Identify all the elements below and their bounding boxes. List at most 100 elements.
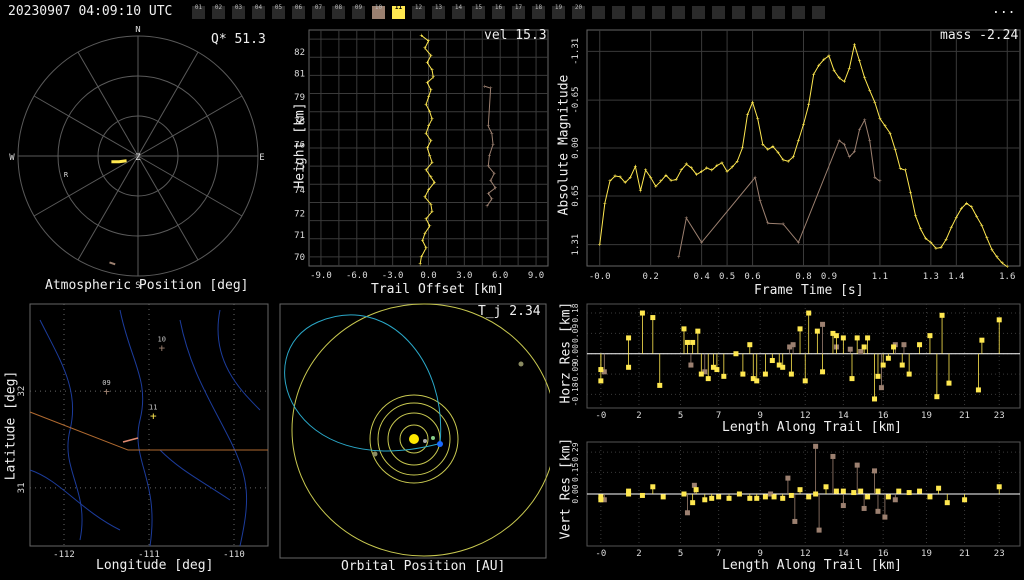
station-slot[interactable]: [732, 6, 745, 19]
station-10[interactable]: 10: [372, 4, 385, 19]
station-05[interactable]: 05: [272, 4, 285, 19]
y-tick-label: 81: [294, 70, 305, 80]
station-04[interactable]: 04: [252, 4, 265, 19]
lightcurve-point: +: [842, 79, 846, 86]
station-slot[interactable]: [592, 6, 605, 19]
trail-point: +: [431, 74, 435, 81]
station-slot[interactable]: [712, 6, 725, 19]
trail-point: +: [494, 185, 498, 192]
residual-point: [740, 371, 746, 377]
lightcurve-point: +: [725, 169, 729, 176]
station-15[interactable]: 15: [472, 4, 485, 19]
station-slot[interactable]: [752, 6, 765, 19]
residual-point: [788, 371, 794, 377]
residual-point: [693, 487, 699, 493]
residual-point: [816, 527, 822, 533]
lightcurve-point: +: [970, 204, 974, 211]
station-slot[interactable]: [692, 6, 705, 19]
lightcurve-point: +: [909, 189, 913, 196]
river-line: [217, 309, 261, 411]
residual-point: [833, 333, 839, 339]
trail-point: +: [420, 32, 424, 39]
y-tick-label: 0.00: [571, 137, 581, 159]
lightcurve-point: +: [873, 99, 877, 106]
trail-point: +: [486, 190, 490, 197]
residual-point: [882, 514, 888, 520]
station-06[interactable]: 06: [292, 4, 305, 19]
residual-point: [626, 491, 632, 497]
lightcurve-ylabel: Absolute Magnitude: [556, 74, 572, 216]
residual-point: [975, 387, 981, 393]
lightcurve-point: +: [995, 254, 999, 261]
y-tick-label: 72: [294, 209, 305, 219]
lightcurve-point: +: [677, 254, 681, 261]
station-20[interactable]: 20: [572, 4, 585, 19]
residual-point: [885, 494, 891, 500]
y-tick-label: 74: [294, 186, 305, 196]
trail-xlabel: Trail Offset [km]: [371, 282, 505, 297]
polar-label: Atmospheric Position [deg]: [45, 278, 249, 293]
residual-point: [754, 378, 760, 384]
residual-point: [875, 508, 881, 514]
station-19[interactable]: 19: [552, 4, 565, 19]
y-tick-label: -1.31: [571, 38, 581, 65]
station-17[interactable]: 17: [512, 4, 525, 19]
station-slot[interactable]: [612, 6, 625, 19]
station-02[interactable]: 02: [212, 4, 225, 19]
residual-point: [840, 335, 846, 341]
lightcurve-point: +: [639, 188, 643, 195]
residual-point: [747, 342, 753, 348]
lightcurve-point: +: [802, 121, 806, 128]
residual-point: [830, 330, 836, 336]
lightcurve-point: +: [756, 116, 760, 123]
lightcurve-point: +: [812, 71, 816, 78]
residual-point: [598, 378, 604, 384]
x-tick-label: 21: [959, 549, 970, 559]
station-label: 05: [274, 4, 283, 11]
station-slot[interactable]: [632, 6, 645, 19]
station-08[interactable]: 08: [332, 4, 345, 19]
residual-point: [721, 373, 727, 379]
station-slot[interactable]: [792, 6, 805, 19]
station-label: 13: [434, 4, 443, 11]
x-tick-label: 0.4: [693, 272, 709, 282]
station-label: 03: [234, 4, 243, 11]
trail-point: +: [485, 203, 489, 210]
station-14[interactable]: 14: [452, 4, 465, 19]
station-18[interactable]: 18: [532, 4, 545, 19]
station-13[interactable]: 13: [432, 4, 445, 19]
station-marker: +: [103, 385, 110, 398]
x-tick-label: 2: [636, 411, 641, 421]
station-label: 18: [534, 4, 543, 11]
map-ylabel: Latitude [deg]: [3, 370, 19, 481]
station-slot[interactable]: [812, 6, 825, 19]
trail-point: +: [423, 194, 427, 201]
lightcurve-point: +: [598, 242, 602, 249]
station-01[interactable]: 01: [192, 4, 205, 19]
azimuth-line: [33, 155, 139, 217]
station-slot[interactable]: [772, 6, 785, 19]
station-slot[interactable]: [672, 6, 685, 19]
x-tick-label: 1.1: [872, 272, 888, 282]
lightcurve-point: +: [649, 175, 653, 182]
lightcurve-point: +: [690, 165, 694, 172]
station-11[interactable]: 11: [392, 4, 405, 19]
residual-point: [849, 376, 855, 382]
lightcurve-point: +: [898, 166, 902, 173]
ground-track: [122, 437, 139, 443]
vert-ylabel: Vert Res [km]: [558, 437, 574, 540]
station-slot[interactable]: [652, 6, 665, 19]
lightcurve-point: +: [753, 175, 757, 182]
lightcurve-point: +: [990, 247, 994, 254]
station-09[interactable]: 09: [352, 4, 365, 19]
lightcurve-point: +: [695, 172, 699, 179]
station-16[interactable]: 16: [492, 4, 505, 19]
lightcurve-point: +: [603, 200, 607, 207]
station-03[interactable]: 03: [232, 4, 245, 19]
lightcurve-point: +: [781, 221, 785, 228]
menu-button[interactable]: ...: [992, 2, 1016, 17]
residual-point: [806, 310, 812, 316]
station-12[interactable]: 12: [412, 4, 425, 19]
station-07[interactable]: 07: [312, 4, 325, 19]
trail-point: +: [429, 52, 433, 59]
